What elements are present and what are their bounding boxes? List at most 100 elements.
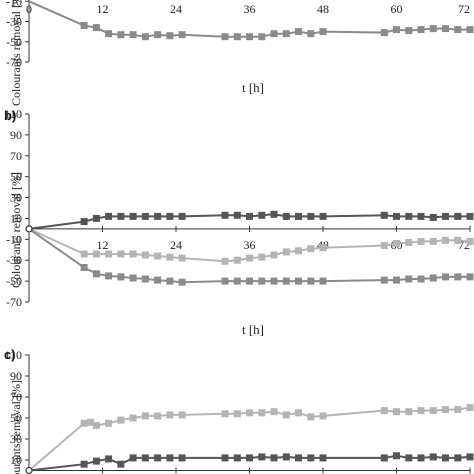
series-marker bbox=[393, 408, 400, 416]
series-marker bbox=[319, 244, 327, 252]
x-tick-label: 36 bbox=[244, 2, 256, 16]
series-marker bbox=[442, 212, 449, 220]
series-marker bbox=[166, 454, 174, 462]
series-marker bbox=[466, 212, 474, 220]
series-marker bbox=[92, 250, 100, 258]
x-tick-label: 24 bbox=[170, 2, 182, 16]
x-tick-label: 12 bbox=[97, 2, 109, 16]
series-marker bbox=[221, 33, 229, 41]
y-tick-label: -30 bbox=[6, 253, 22, 267]
series-marker bbox=[221, 454, 229, 462]
series-marker bbox=[405, 454, 413, 462]
series-marker bbox=[319, 277, 327, 285]
series-marker bbox=[221, 277, 229, 285]
x-tick-label: 12 bbox=[97, 238, 109, 252]
series-marker bbox=[466, 26, 474, 34]
series-marker bbox=[117, 416, 125, 424]
x-tick-label: 24 bbox=[170, 238, 182, 252]
series-marker bbox=[429, 213, 437, 221]
y-tick-label: 30 bbox=[10, 191, 22, 205]
series-marker bbox=[417, 237, 425, 245]
series-marker bbox=[417, 407, 425, 415]
series-marker bbox=[141, 275, 149, 283]
series-marker bbox=[295, 277, 302, 285]
panel-a-axes: -10 -30 -50 -70 0 12 24 36 48 60 72 bbox=[6, 0, 470, 69]
y-tick-label: -70 bbox=[6, 55, 22, 69]
series-marker bbox=[380, 29, 388, 37]
origin-marker bbox=[25, 225, 33, 233]
panel-c: c) Colourants removal [%] 110 90 70 50 30 10 bbox=[4, 347, 474, 474]
y-tick-label: 90 bbox=[10, 369, 22, 383]
series-marker bbox=[117, 31, 125, 39]
series-marker bbox=[233, 211, 241, 219]
series-marker bbox=[233, 33, 241, 41]
series-marker bbox=[178, 411, 186, 419]
series-marker bbox=[154, 276, 162, 284]
y-tick-label: 50 bbox=[10, 411, 22, 425]
series-marker bbox=[380, 454, 388, 462]
series-marker bbox=[129, 31, 137, 39]
series-marker bbox=[258, 211, 266, 219]
x-tick-label: 60 bbox=[391, 2, 403, 16]
series-marker bbox=[80, 250, 88, 258]
panel-c-label: c) bbox=[4, 347, 16, 362]
y-tick-label: 110 bbox=[4, 348, 22, 362]
y-tick-label: 110 bbox=[4, 107, 22, 121]
series-marker bbox=[393, 240, 400, 247]
y-tick-label: 10 bbox=[10, 453, 22, 467]
panel-c-axes: 110 90 70 50 30 10 bbox=[4, 348, 471, 474]
x-tick-label: 36 bbox=[244, 238, 256, 252]
series-marker bbox=[405, 212, 413, 220]
series-marker bbox=[154, 454, 162, 462]
panel-b-ylabel: Colourants removal [%] bbox=[9, 172, 23, 288]
x-tick-label: 48 bbox=[317, 2, 329, 16]
series-marker bbox=[307, 212, 315, 220]
series-marker bbox=[178, 212, 186, 220]
series-marker bbox=[270, 454, 278, 462]
series-marker bbox=[92, 24, 100, 32]
series-marker bbox=[405, 239, 413, 246]
series-marker bbox=[380, 211, 388, 219]
series-marker bbox=[92, 421, 100, 429]
series-marker bbox=[393, 276, 400, 284]
y-tick-label: -10 bbox=[6, 0, 22, 8]
series-marker bbox=[319, 28, 327, 36]
series-marker bbox=[166, 411, 174, 419]
series-marker bbox=[429, 237, 437, 245]
series-marker bbox=[154, 252, 162, 260]
series-marker bbox=[178, 278, 186, 286]
series-marker bbox=[454, 26, 462, 34]
series-marker bbox=[221, 410, 229, 418]
series-marker bbox=[442, 236, 449, 244]
series-marker bbox=[393, 212, 400, 220]
series-marker bbox=[80, 264, 88, 271]
series-marker bbox=[246, 409, 253, 417]
y-tick-label: -70 bbox=[6, 295, 22, 309]
series-marker bbox=[129, 414, 137, 422]
series-marker bbox=[282, 212, 290, 220]
series-marker bbox=[141, 454, 149, 462]
panel-a-series bbox=[28, 0, 474, 41]
series-marker bbox=[178, 31, 186, 39]
series-marker bbox=[295, 409, 302, 417]
y-tick-label: 30 bbox=[10, 432, 22, 446]
series-marker bbox=[405, 408, 413, 416]
series-marker bbox=[80, 22, 88, 29]
series-marker bbox=[246, 277, 253, 285]
series-marker bbox=[270, 210, 278, 218]
series-marker bbox=[166, 32, 174, 40]
series-marker bbox=[454, 454, 462, 462]
series-marker bbox=[233, 410, 241, 418]
series-marker bbox=[105, 250, 113, 258]
series-marker bbox=[246, 33, 253, 41]
y-tick-label: 70 bbox=[10, 149, 22, 163]
series-marker bbox=[429, 453, 437, 461]
series-marker bbox=[129, 212, 137, 220]
series-marker bbox=[393, 452, 400, 460]
series-marker bbox=[295, 454, 302, 462]
series-marker bbox=[80, 218, 88, 226]
series-marker bbox=[282, 453, 290, 461]
panel-b-label: b) bbox=[4, 108, 16, 123]
series-marker bbox=[141, 251, 149, 259]
